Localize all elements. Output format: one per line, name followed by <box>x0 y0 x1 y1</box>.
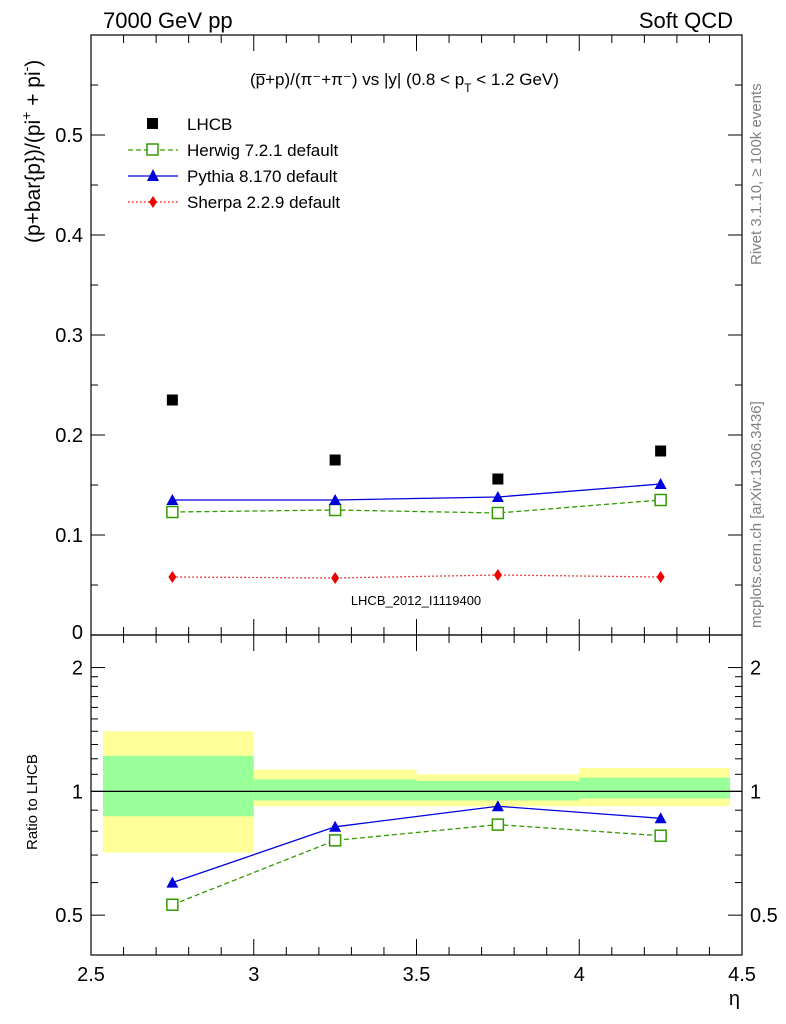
point-sherpa <box>168 571 177 583</box>
main-panel: 0 0.1 0.2 0.3 0.4 0.5 (p̅+p)/(π⁻+π⁻) vs |y| (… <box>18 34 743 644</box>
main-y-axis-label: (p+bar{p})/(pi+ + pi-) <box>18 60 45 243</box>
legend-label-pythia: Pythia 8.170 default <box>187 167 338 186</box>
ratio-y-tick-label-right: 0.5 <box>750 905 778 927</box>
point-sherpa <box>493 569 502 581</box>
x-tick-label: 4 <box>574 964 585 986</box>
title-sub: T <box>464 81 472 95</box>
legend-marker-pythia <box>147 169 159 181</box>
main-y-tick-label: 0.2 <box>55 425 83 447</box>
ratio-point-pythia <box>654 812 667 824</box>
legend-item-pythia: Pythia 8.170 default <box>128 167 338 186</box>
point-lhcb <box>655 445 667 457</box>
title-tail: < 1.2 GeV) <box>472 70 559 89</box>
ratio-point-herwig <box>328 834 342 847</box>
legend-label-sherpa: Sherpa 2.2.9 default <box>187 193 340 212</box>
ylabel-sup1: + <box>18 112 34 120</box>
x-tick-label: 4.5 <box>728 964 756 986</box>
main-y-tick-label: 0.3 <box>55 325 83 347</box>
point-herwig <box>654 493 667 507</box>
main-y-tick-labels: 0 0.1 0.2 0.3 0.4 0.5 <box>55 125 83 644</box>
main-y-tick-label: 0 <box>72 622 83 644</box>
point-lhcb <box>329 454 341 466</box>
x-tick-label: 2.5 <box>77 964 105 986</box>
x-axis-label: η <box>729 988 740 1010</box>
x-tick-label: 3 <box>248 964 259 986</box>
legend: LHCB Herwig 7.2.1 default Pythia 8.170 d… <box>128 115 340 212</box>
point-pythia <box>654 478 667 489</box>
point-sherpa <box>656 571 665 583</box>
ratio-y-tick-label-left: 0.5 <box>55 905 83 927</box>
category-label: Soft QCD <box>639 8 733 33</box>
uncertainty-band-inner <box>103 755 254 817</box>
ratio-point-pythia <box>491 800 504 812</box>
x-tick-label: 3.5 <box>403 964 431 986</box>
point-lhcb <box>166 394 178 406</box>
main-y-tick-label: 0.1 <box>55 525 83 547</box>
ratio-y-tick-label-left: 1 <box>72 781 83 803</box>
mcplots-label: mcplots.cern.ch [arXiv:1306.3436] <box>748 401 765 628</box>
ratio-line-pythia <box>172 805 661 884</box>
uncertainty-band-inner <box>253 779 417 801</box>
ratio-tick-labels: 0.5 0.5 1 1 2 2 2.5 3 3.5 4 4.5 <box>55 658 778 986</box>
legend-marker-herwig <box>146 143 159 156</box>
title-main: (p̅+p)/(π⁻+π⁻) vs |y| (0.8 < p <box>250 70 464 89</box>
ratio-line-herwig <box>172 823 661 906</box>
rivet-label: Rivet 3.1.10, ≥ 100k events <box>748 83 765 265</box>
ratio-y-tick-label-left: 2 <box>72 658 83 680</box>
chart-title: (p̅+p)/(π⁻+π⁻) vs |y| (0.8 < pT < 1.2 Ge… <box>250 70 559 95</box>
point-pythia <box>491 491 504 502</box>
ratio-y-tick-label-right: 2 <box>750 658 761 680</box>
analysis-watermark: LHCB_2012_I1119400 <box>351 593 481 608</box>
legend-marker-sherpa <box>149 196 157 208</box>
legend-item-sherpa: Sherpa 2.2.9 default <box>128 193 340 212</box>
ratio-point-herwig <box>166 898 179 911</box>
legend-item-lhcb: LHCB <box>147 115 232 134</box>
point-herwig <box>166 505 179 519</box>
ylabel-part1: (p+bar{p})/(pi <box>22 120 45 243</box>
main-y-tick-label: 0.5 <box>55 125 83 147</box>
ylabel-part2: + pi <box>22 71 45 111</box>
legend-label-lhcb: LHCB <box>187 115 232 134</box>
uncertainty-band-inner <box>579 777 730 799</box>
point-herwig <box>491 506 505 520</box>
series-line-sherpa <box>172 574 661 579</box>
uncertainty-band-inner <box>416 780 580 801</box>
ratio-panel: 0.5 0.5 1 1 2 2 2.5 3 3.5 4 4.5 Ratio to LHCB η <box>24 634 778 1010</box>
ratio-point-herwig <box>491 818 505 831</box>
point-pythia <box>166 494 179 505</box>
series-line-pythia <box>172 483 661 501</box>
point-pythia <box>329 494 342 505</box>
ratio-ticks <box>90 635 743 956</box>
series-line-herwig <box>172 499 661 514</box>
ratio-y-axis-label: Ratio to LHCB <box>24 754 41 850</box>
main-y-tick-label: 0.4 <box>55 225 83 247</box>
legend-label-herwig: Herwig 7.2.1 default <box>187 141 338 160</box>
energy-label: 7000 GeV pp <box>103 8 233 33</box>
point-herwig <box>328 503 342 517</box>
ylabel-part3: ) <box>22 60 45 67</box>
ratio-point-pythia <box>329 820 342 832</box>
legend-marker-lhcb <box>147 118 158 129</box>
legend-item-herwig: Herwig 7.2.1 default <box>128 141 338 160</box>
main-plot-area <box>166 394 667 584</box>
ylabel-sup2: - <box>18 66 34 71</box>
ratio-y-tick-label-right: 1 <box>750 781 761 803</box>
ratio-point-herwig <box>654 829 667 842</box>
point-lhcb <box>492 473 504 485</box>
point-sherpa <box>331 572 340 584</box>
ratio-point-pythia <box>166 876 179 888</box>
ratio-plot-area <box>91 731 742 911</box>
